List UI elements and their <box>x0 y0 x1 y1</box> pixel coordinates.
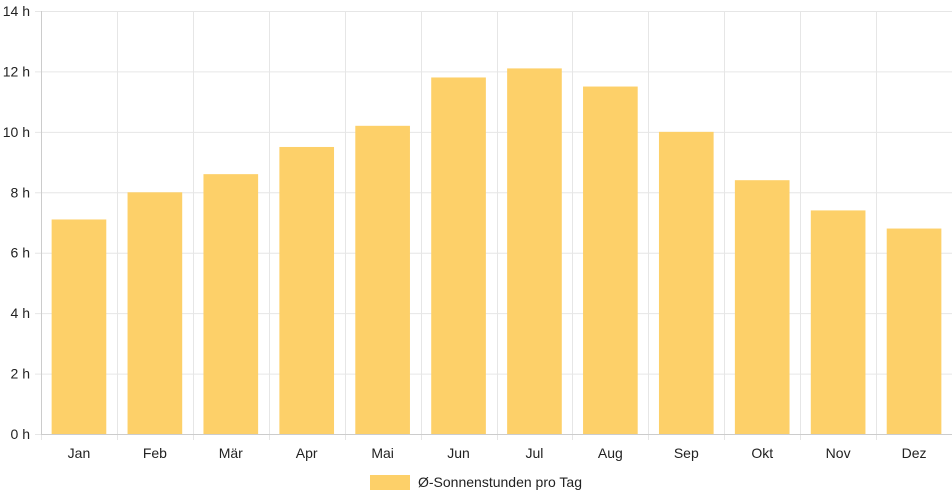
bar-jul[interactable] <box>507 68 562 435</box>
y-tick-label: 10 h <box>3 124 30 140</box>
legend[interactable]: Ø-Sonnenstunden pro Tag <box>370 474 582 490</box>
x-tick-label: Mär <box>219 445 243 461</box>
x-tick-label: Nov <box>826 445 851 461</box>
x-tick-label: Apr <box>296 445 318 461</box>
bar-dez[interactable] <box>886 228 942 434</box>
y-tick-label: 6 h <box>11 245 30 261</box>
y-tick-label: 12 h <box>3 63 30 79</box>
axes: 0 h 2 h 4 h 6 h 8 h 10 h 12 h 14 h Jan Feb Mär Apr M… <box>3 3 952 461</box>
bar-nov[interactable] <box>810 210 866 434</box>
y-tick-label: 8 h <box>11 184 30 200</box>
x-tick-label: Mai <box>371 445 394 461</box>
x-tick-label: Okt <box>751 445 773 461</box>
x-tick-label: Jan <box>68 445 91 461</box>
x-tick-label: Jul <box>526 445 544 461</box>
bar-apr[interactable] <box>279 146 335 434</box>
y-tick-label: 14 h <box>3 3 30 19</box>
y-tick-label: 4 h <box>11 305 30 321</box>
x-tick-label: Jun <box>447 445 470 461</box>
legend-label[interactable]: Ø-Sonnenstunden pro Tag <box>418 474 582 490</box>
grid <box>35 11 952 440</box>
x-tick-label: Aug <box>598 445 623 461</box>
y-tick-label: 2 h <box>11 366 30 382</box>
bar-jan[interactable] <box>51 219 107 434</box>
bar-mär[interactable] <box>203 174 259 434</box>
legend-swatch[interactable] <box>370 475 410 490</box>
x-tick-label: Feb <box>143 445 167 461</box>
bar-okt[interactable] <box>734 180 790 434</box>
y-tick-label: 0 h <box>11 426 30 442</box>
bar-mai[interactable] <box>355 125 410 435</box>
bars <box>51 68 942 435</box>
x-tick-label: Sep <box>674 445 699 461</box>
bar-aug[interactable] <box>583 86 638 435</box>
x-tick-label: Dez <box>902 445 927 461</box>
bar-feb[interactable] <box>127 192 183 434</box>
bar-jun[interactable] <box>431 77 486 434</box>
bar-sep[interactable] <box>658 131 714 434</box>
